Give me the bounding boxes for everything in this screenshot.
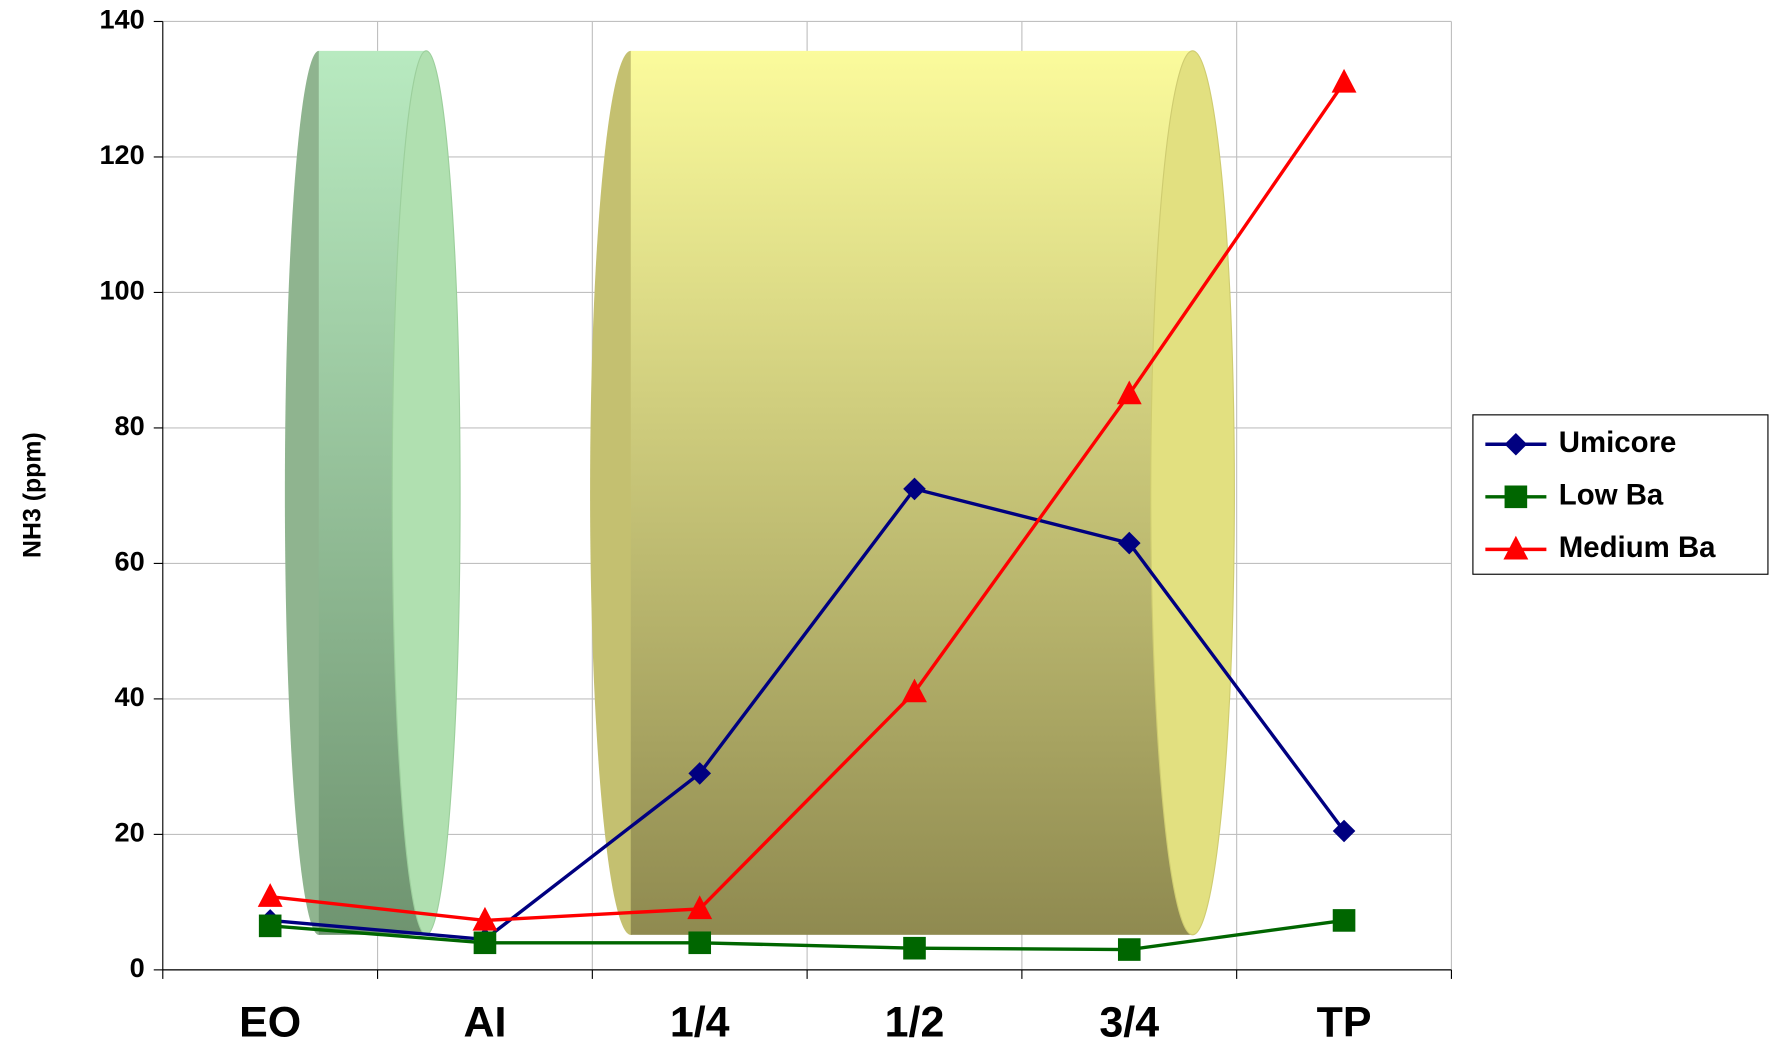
chart: 0 20 40 60 80 100 120 140 EO AI 1/4 1/2 3/4 TP NH3 (p… [0,0,1777,1049]
legend-label: Umicore [1559,426,1677,459]
marker [474,931,497,954]
marker [259,915,282,938]
marker [1118,938,1141,961]
legend-label: Low Ba [1559,479,1664,512]
legend-label: Medium Ba [1559,531,1716,564]
marker [1332,69,1357,93]
marker [1333,909,1356,932]
y-tick-label: 0 [130,952,145,983]
x-tick-label: AI [463,999,506,1047]
cylinder-end [392,51,460,935]
y-tick-label: 140 [99,4,144,35]
marker [688,931,711,954]
x-tick-label: 3/4 [1099,999,1159,1047]
marker [903,937,926,960]
y-tick-label: 20 [115,817,145,848]
cylinder-end [1151,51,1235,935]
legend-marker [1505,486,1528,509]
x-tick-label: TP [1317,999,1372,1047]
marker [258,883,283,907]
y-tick-label: 120 [99,139,144,170]
y-tick-label: 80 [115,410,145,441]
y-tick-label: 60 [115,546,145,577]
x-tick-label: 1/2 [885,999,945,1047]
x-tick-label: EO [239,999,301,1047]
y-axis-title: NH3 (ppm) [18,432,46,558]
y-tick-label: 100 [99,275,144,306]
y-tick-label: 40 [115,681,145,712]
x-tick-label: 1/4 [670,999,730,1047]
decor-cylinders [285,51,1235,935]
